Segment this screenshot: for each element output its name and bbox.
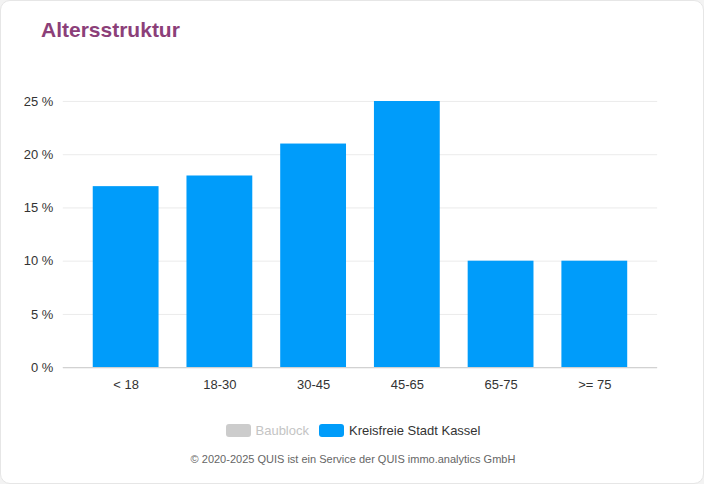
svg-text:45-65: 45-65 xyxy=(391,377,424,392)
html-text:Baublock: Baublock xyxy=(255,423,309,438)
html-text:Altersstruktur: Altersstruktur xyxy=(41,18,180,41)
svg-text:10 %: 10 % xyxy=(24,253,54,268)
html-text:© 2020-2025 QUIS ist ein Servi: © 2020-2025 QUIS ist ein Service der QUI… xyxy=(190,453,516,465)
html-text:Kreisfreie Stadt Kassel: Kreisfreie Stadt Kassel xyxy=(349,423,481,438)
svg-text:20 %: 20 % xyxy=(24,147,54,162)
svg-text:18-30: 18-30 xyxy=(203,377,236,392)
svg-text:15 %: 15 % xyxy=(24,200,54,215)
svg-text:< 18: < 18 xyxy=(113,377,139,392)
svg-text:>= 75: >= 75 xyxy=(578,377,611,392)
svg-text:0 %: 0 % xyxy=(31,360,54,375)
svg-text:30-45: 30-45 xyxy=(297,377,330,392)
svg-text:5 %: 5 % xyxy=(31,307,54,322)
svg-text:25 %: 25 % xyxy=(24,94,54,109)
svg-text:65-75: 65-75 xyxy=(485,377,518,392)
